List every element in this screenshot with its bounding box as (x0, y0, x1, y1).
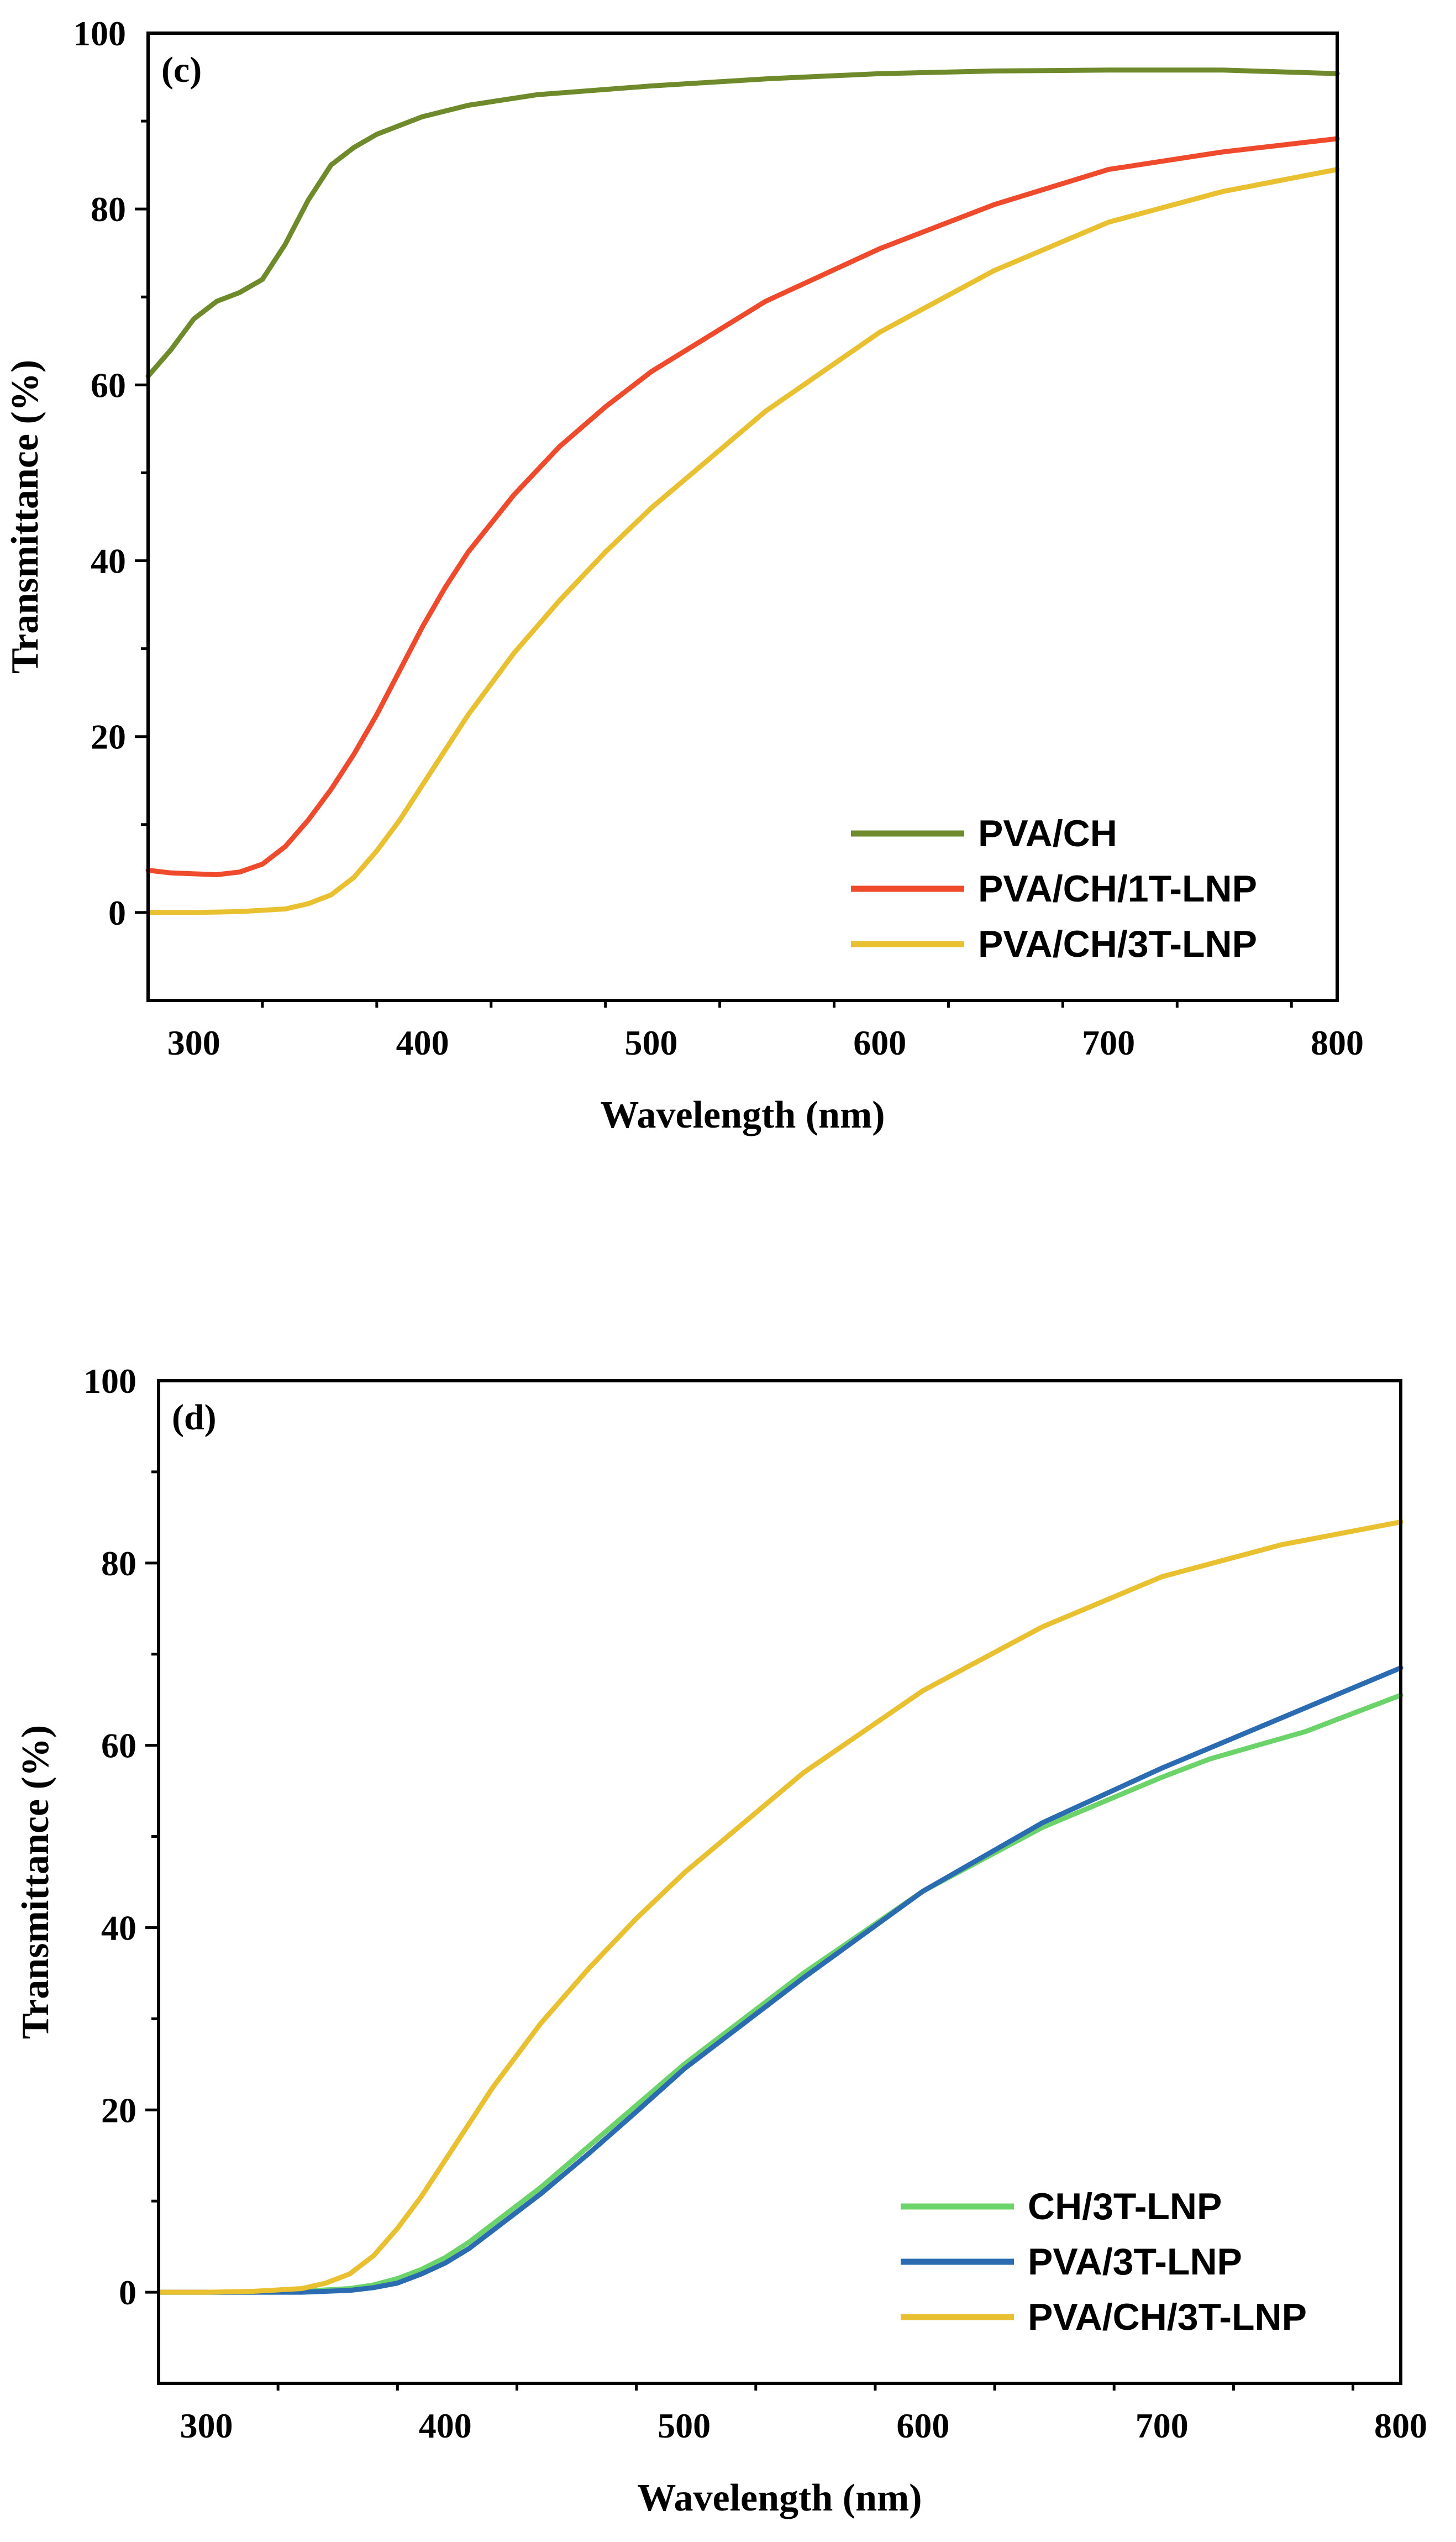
chart-d-series-line-3 (156, 1519, 1404, 2295)
chart-c-x-tick-label: 800 (1311, 1023, 1364, 1062)
chart-d-y-tick-label: 80 (101, 1544, 136, 1583)
chart-d-x-tick-label: 800 (1374, 2406, 1427, 2445)
chart-d-legend-label-2: PVA/3T-LNP (1028, 2241, 1242, 2283)
chart-d-x-tick-label: 400 (419, 2406, 472, 2445)
chart-c-y-axis-title: Transmittance (%) (4, 360, 46, 674)
chart-c-y-tick-label: 60 (91, 365, 126, 405)
chart-c-x-tick-label: 300 (167, 1023, 220, 1062)
chart-c-series-line-2 (145, 136, 1340, 877)
chart-c-y-tick-label: 100 (73, 14, 126, 53)
chart-c-x-tick-label: 500 (624, 1023, 677, 1062)
chart-c-y-tick-label: 80 (91, 190, 126, 229)
chart-c-panel-label: (c) (161, 50, 202, 90)
chart-d-x-tick-label: 500 (658, 2406, 711, 2445)
chart-c-series-line-3 (145, 167, 1340, 915)
chart-c-legend-label-3: PVA/CH/3T-LNP (978, 923, 1257, 965)
chart-c-y-tick-label: 40 (91, 542, 126, 581)
chart-d-y-tick-label: 40 (101, 1908, 136, 1947)
chart-d-y-tick-label: 100 (83, 1361, 136, 1401)
chart-c-y-tick-label: 0 (108, 893, 126, 932)
chart-c-legend-label-1: PVA/CH (978, 813, 1117, 855)
chart-d-y-tick-label: 0 (119, 2273, 136, 2312)
chart-d: 300 400 500 600 700 800 0 20 40 60 80 100 Wavelength… (14, 1361, 1427, 2519)
chart-d-y-tick-label: 20 (101, 2090, 136, 2130)
chart-d-series-line-2 (156, 1665, 1404, 2295)
chart-d-y-tick-label: 60 (101, 1726, 136, 1765)
chart-d-x-axis-title: Wavelength (nm) (637, 2477, 922, 2519)
chart-d-x-tick-label: 300 (180, 2406, 233, 2445)
chart-d-legend-label-3: PVA/CH/3T-LNP (1028, 2296, 1307, 2338)
chart-c-x-tick-label: 600 (853, 1023, 906, 1062)
chart-c-x-axis-title: Wavelength (nm) (600, 1094, 885, 1136)
chart-c-legend-label-2: PVA/CH/1T-LNP (978, 868, 1257, 910)
chart-c-x-tick-label: 400 (396, 1023, 449, 1062)
chart-c-y-tick-label: 20 (91, 717, 126, 757)
chart-d-x-tick-label: 700 (1136, 2406, 1189, 2445)
chart-d-y-axis-title: Transmittance (%) (14, 1725, 57, 2039)
chart-d-plot-frame (157, 1379, 1402, 2385)
chart-c-plot-frame (146, 32, 1339, 1002)
chart-c: 300 400 500 600 700 800 0 20 40 60 80 100 Wavelength… (4, 14, 1364, 1136)
chart-d-x-tick-label: 600 (896, 2406, 949, 2445)
chart-c-x-tick-label: 700 (1082, 1023, 1135, 1062)
chart-c-series-line-1 (145, 67, 1340, 379)
chart-d-legend-label-1: CH/3T-LNP (1028, 2185, 1222, 2227)
chart-d-panel-label: (d) (172, 1397, 217, 1438)
